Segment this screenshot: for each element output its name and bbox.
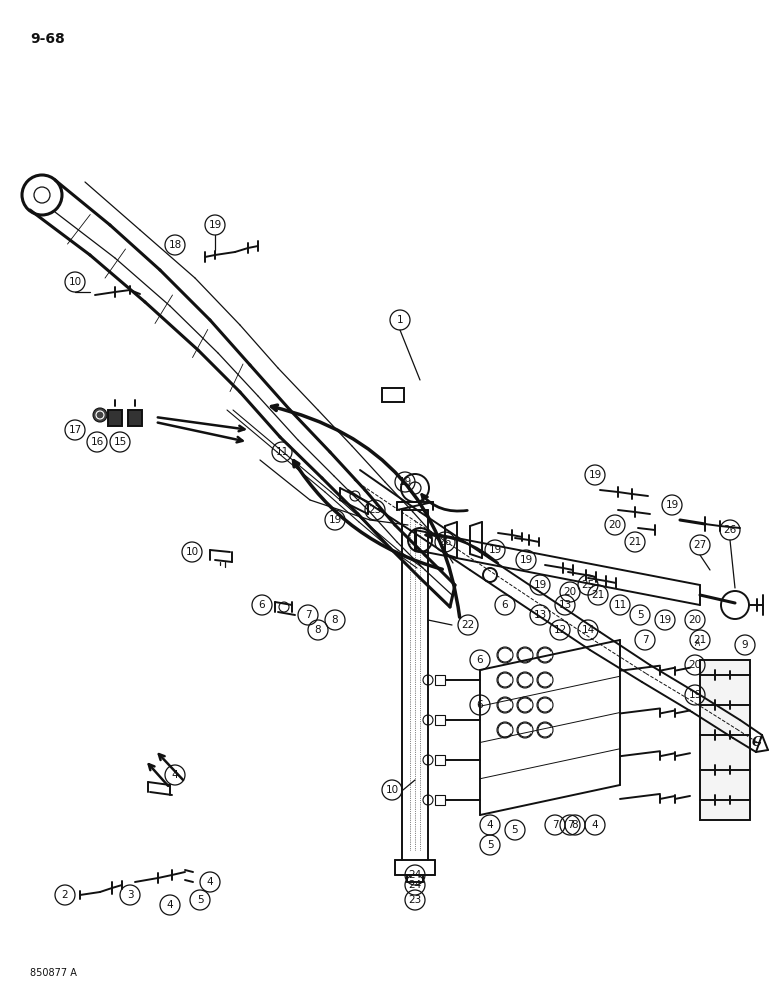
Text: 12: 12 — [553, 625, 566, 635]
Text: 7: 7 — [567, 820, 573, 830]
Text: 9-68: 9-68 — [30, 32, 65, 46]
FancyBboxPatch shape — [382, 388, 404, 402]
Text: C: C — [752, 736, 762, 748]
Text: 1: 1 — [397, 315, 403, 325]
Text: 4: 4 — [172, 770, 179, 780]
Text: 24: 24 — [409, 870, 422, 880]
Text: 19: 19 — [519, 555, 533, 565]
Text: 19: 19 — [588, 470, 601, 480]
Text: 11: 11 — [613, 600, 626, 610]
Text: 25: 25 — [581, 580, 594, 590]
FancyBboxPatch shape — [435, 675, 445, 685]
Text: 13: 13 — [558, 600, 572, 610]
Text: 10: 10 — [69, 277, 82, 287]
Text: 21: 21 — [629, 537, 642, 547]
Text: 6: 6 — [477, 700, 484, 710]
Text: 5: 5 — [636, 610, 643, 620]
FancyBboxPatch shape — [435, 795, 445, 805]
Text: 26: 26 — [723, 525, 736, 535]
Text: 7: 7 — [642, 635, 648, 645]
Text: 8: 8 — [332, 615, 339, 625]
Text: 10: 10 — [385, 785, 399, 795]
Text: 19: 19 — [488, 545, 502, 555]
Text: 20: 20 — [608, 520, 622, 530]
Text: 15: 15 — [113, 437, 126, 447]
Text: 20: 20 — [689, 615, 701, 625]
Text: 19: 19 — [689, 690, 702, 700]
Text: 5: 5 — [487, 840, 493, 850]
Circle shape — [93, 408, 107, 422]
Text: 8: 8 — [314, 625, 321, 635]
FancyBboxPatch shape — [435, 715, 445, 725]
Text: 17: 17 — [69, 425, 82, 435]
Text: 27: 27 — [693, 540, 707, 550]
Text: 23: 23 — [409, 895, 422, 905]
FancyBboxPatch shape — [435, 755, 445, 765]
Text: 24: 24 — [409, 880, 422, 890]
Text: 5: 5 — [512, 825, 519, 835]
Text: 9: 9 — [742, 640, 748, 650]
Text: 18: 18 — [168, 240, 182, 250]
Text: 14: 14 — [581, 625, 594, 635]
Text: 5: 5 — [197, 895, 204, 905]
Text: 19: 19 — [399, 477, 412, 487]
Text: 11: 11 — [275, 447, 289, 457]
Text: A: A — [695, 639, 700, 648]
Text: 22: 22 — [462, 620, 474, 630]
Text: 20: 20 — [689, 660, 701, 670]
Text: 6: 6 — [259, 600, 265, 610]
Text: 6: 6 — [477, 655, 484, 665]
Text: 6: 6 — [502, 600, 509, 610]
Text: 4: 4 — [592, 820, 598, 830]
Text: 850877 A: 850877 A — [30, 968, 77, 978]
FancyBboxPatch shape — [128, 410, 142, 426]
Text: 3: 3 — [126, 890, 133, 900]
Text: 13: 13 — [534, 610, 547, 620]
Text: 26: 26 — [438, 537, 452, 547]
Text: 21: 21 — [591, 590, 604, 600]
Text: 19: 19 — [534, 580, 547, 590]
Text: 7: 7 — [305, 610, 311, 620]
Text: 23: 23 — [368, 505, 381, 515]
Text: 19: 19 — [665, 500, 679, 510]
Text: 10: 10 — [186, 547, 199, 557]
Text: 20: 20 — [563, 587, 576, 597]
Text: 2: 2 — [62, 890, 69, 900]
FancyBboxPatch shape — [700, 660, 750, 820]
Text: 16: 16 — [90, 437, 104, 447]
Text: 4: 4 — [487, 820, 493, 830]
Text: 4: 4 — [207, 877, 213, 887]
Text: 4: 4 — [167, 900, 173, 910]
Text: 7: 7 — [551, 820, 558, 830]
Text: 8: 8 — [572, 820, 578, 830]
Text: 21: 21 — [693, 635, 707, 645]
Text: 19: 19 — [328, 515, 342, 525]
Text: 19: 19 — [658, 615, 672, 625]
Text: 19: 19 — [208, 220, 222, 230]
FancyBboxPatch shape — [108, 410, 122, 426]
